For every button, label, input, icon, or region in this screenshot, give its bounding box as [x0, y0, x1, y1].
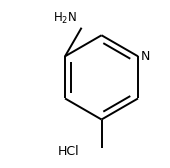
Text: H$_2$N: H$_2$N: [53, 11, 77, 26]
Text: HCl: HCl: [58, 145, 79, 158]
Text: N: N: [141, 50, 150, 63]
